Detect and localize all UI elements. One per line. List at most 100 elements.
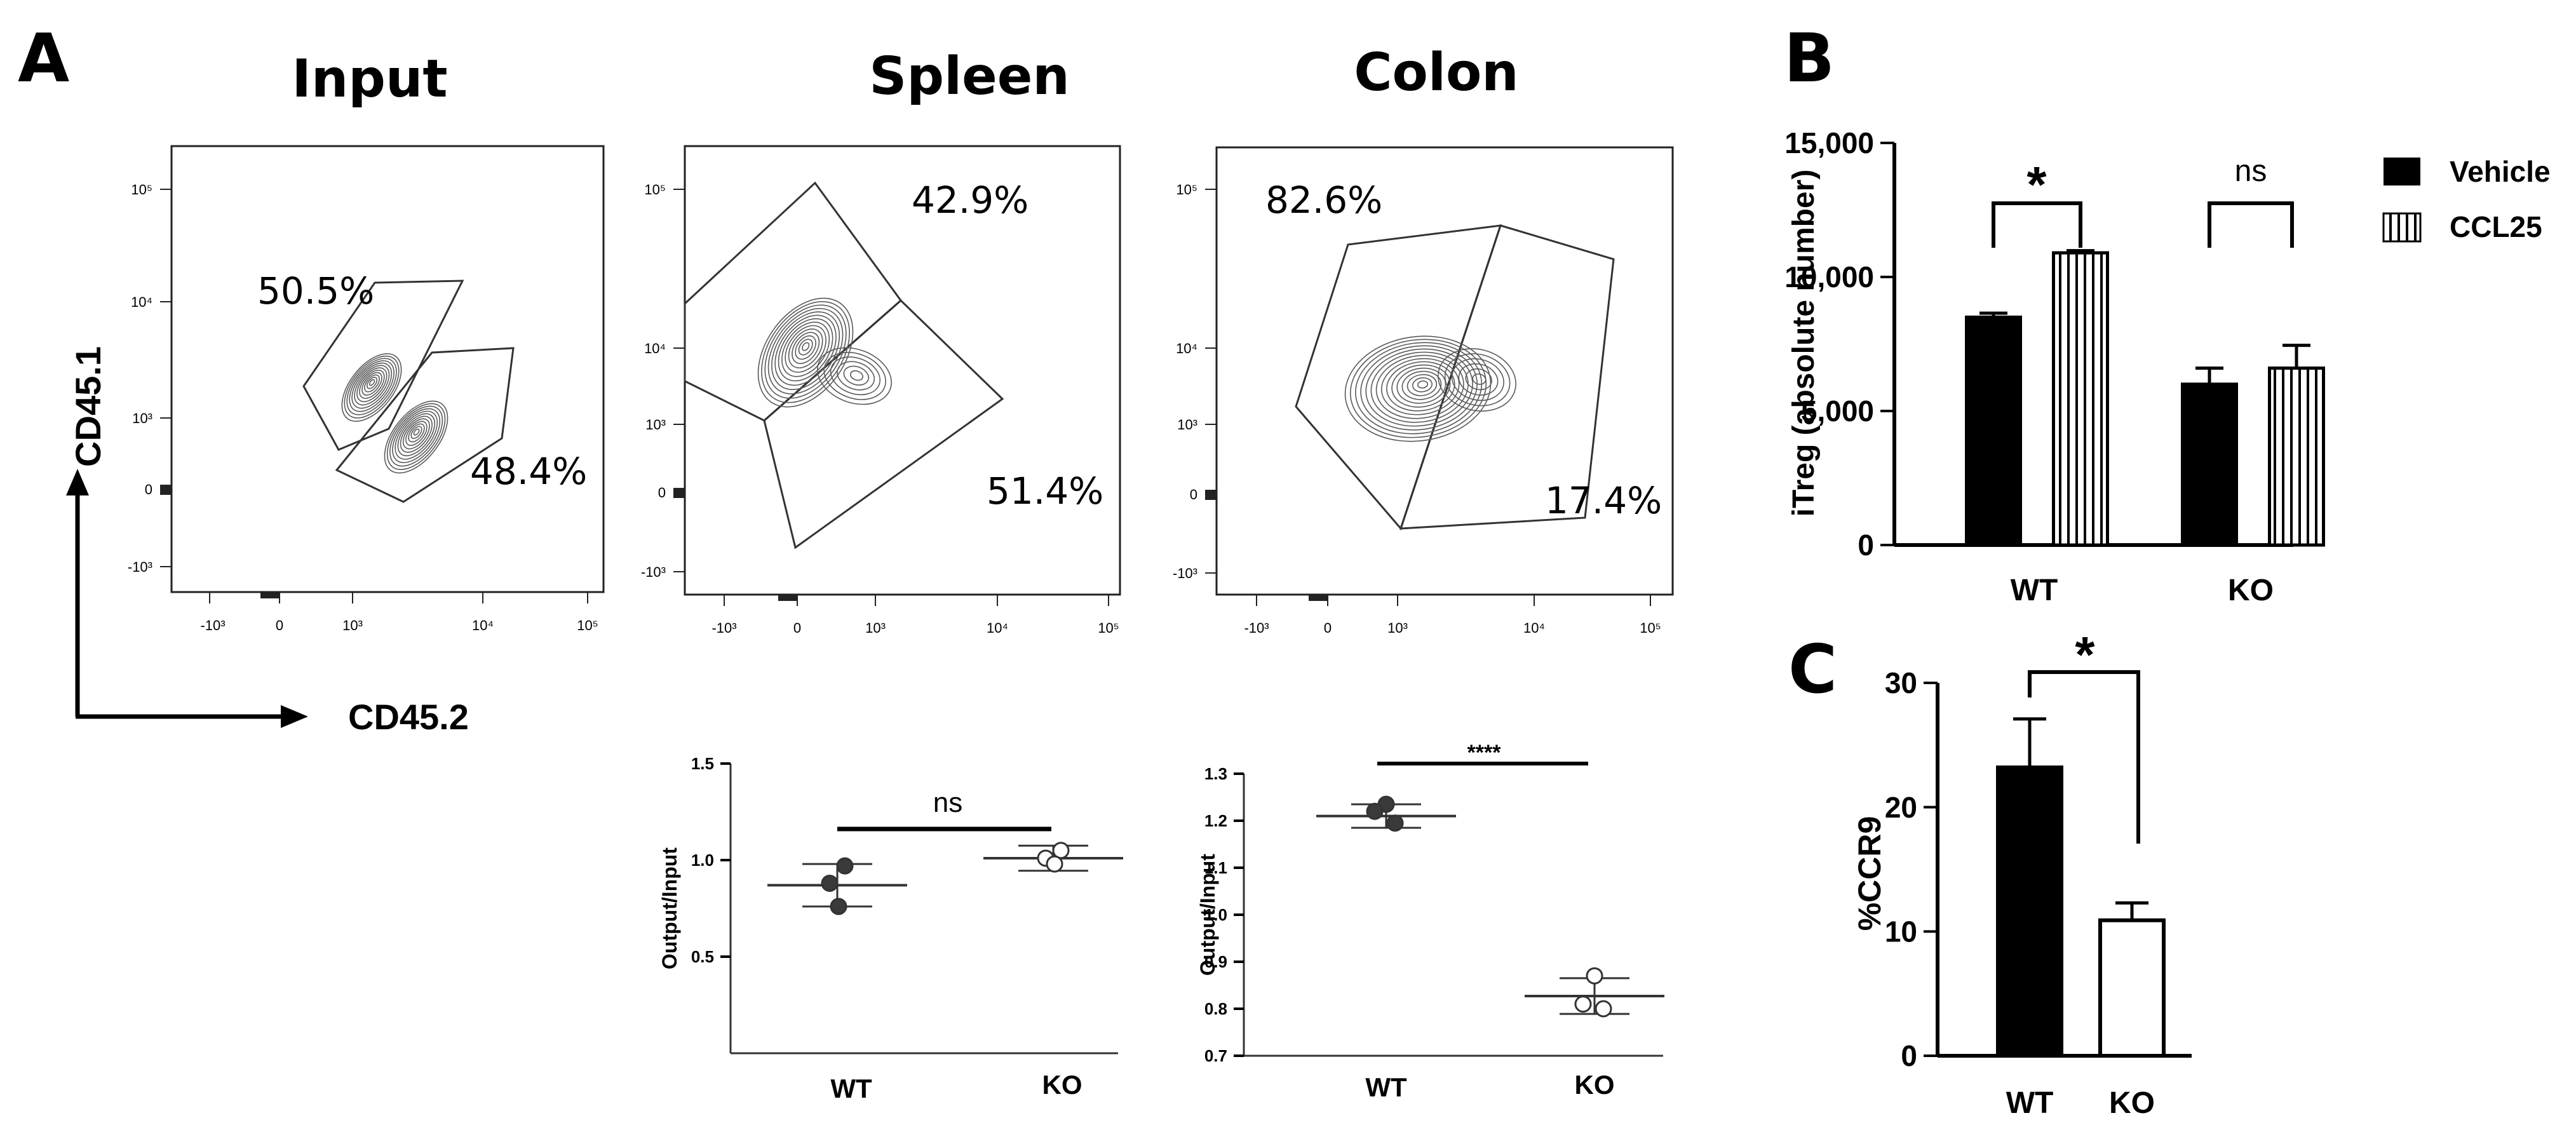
scatter-spleen-points	[767, 842, 1123, 915]
flow-axis-mark-colon	[1309, 595, 1328, 601]
y-tick-label-colon-0: 10⁵	[1176, 182, 1197, 198]
contour-ring	[397, 413, 435, 457]
contour-input-a	[341, 353, 402, 422]
contour-ring	[1417, 380, 1429, 389]
y-tick-label: 0.9	[1204, 952, 1227, 971]
flow-plot-spleen: -10³ 0 10³ 10⁴ 10⁵ 10⁵ 10⁴ 10³ 0 -10³ 42…	[641, 145, 1121, 636]
y-tick-label: 15,000	[1784, 126, 1874, 159]
ccr9-x-label-ko: KO	[2109, 1086, 2155, 1120]
flow-frame-input	[170, 145, 605, 593]
contour-input-b	[384, 400, 448, 474]
flow-title-input: Input	[292, 49, 447, 109]
contour-ring	[788, 328, 823, 368]
x-tick-label-colon-3: 10⁴	[1523, 620, 1545, 636]
gate-cd45-1-input	[302, 280, 464, 451]
contour-ring	[1412, 377, 1433, 393]
y-tick-label: 0.5	[691, 947, 714, 966]
contour-ring	[781, 321, 830, 377]
y-tick-label-input-3: 0	[145, 482, 152, 497]
x-tick-label-colon-2: 10³	[1387, 620, 1408, 636]
itreg-x-label-wt: WT	[2011, 574, 2058, 607]
contour-ring	[351, 362, 393, 409]
scatter-colon-x-label-ko: KO	[1575, 1070, 1615, 1100]
contour-ring	[354, 365, 390, 406]
gate-cd45-2-input	[335, 347, 515, 503]
itreg-sig-label-ko: ns	[2235, 154, 2267, 188]
data-point	[1386, 814, 1404, 832]
contour-ring	[405, 421, 428, 446]
itreg-sig-bracket-wt	[1992, 201, 2082, 248]
data-point	[1052, 842, 1070, 859]
contour-colon	[1344, 335, 1492, 442]
contour-ring	[771, 311, 840, 391]
y-tick-label-spleen-2: 10³	[645, 417, 666, 433]
flow-plot-input: -10³ 0 10³ 10⁴ 10⁵ 10⁵ 10⁴ 10³ 0 -10³ 50…	[128, 145, 605, 633]
axis-label-cd45-2: CD45.2	[348, 697, 469, 737]
x-tick-label-input-2: 10³	[342, 617, 363, 633]
flow-axis-mark-y-input	[160, 485, 172, 495]
contour-ring	[1360, 345, 1478, 431]
y-tick-label: 1.0	[691, 851, 714, 870]
contour-ring	[778, 318, 833, 382]
contour-ring	[774, 314, 837, 386]
y-tick-label-input-2: 10³	[132, 410, 152, 426]
y-tick-label: 20	[1885, 791, 1917, 824]
ccr9-sig-label: *	[2075, 626, 2095, 683]
y-tick-label: 1.2	[1204, 811, 1227, 830]
contour-ring	[785, 325, 826, 373]
contour-ring	[1472, 373, 1487, 385]
gate-label-spleen-1: 42.9%	[912, 179, 1028, 222]
x-tick-label-spleen-0: -10³	[711, 620, 736, 636]
contour-ring	[1438, 348, 1516, 412]
scatter-colon-y-ticks: 0.7 0.8 0.9 1.0 1.1 1.2 1.3	[1204, 764, 1244, 1065]
itreg-bars	[1965, 249, 2325, 547]
scatter-colon-x-label-wt: WT	[1365, 1072, 1407, 1102]
flow-axis-mark-y-spleen	[673, 488, 685, 498]
contour-ring	[1365, 348, 1473, 427]
contour-ring	[341, 353, 402, 422]
contour-ring	[368, 379, 375, 386]
data-point	[1586, 967, 1603, 985]
x-tick-label-input-0: -10³	[200, 617, 225, 633]
gate-label-input-2: 48.4%	[470, 450, 587, 493]
contour-ring	[817, 347, 892, 405]
contour-ring	[408, 423, 425, 443]
x-tick-label-input-4: 10⁵	[577, 617, 598, 633]
contour-ring	[366, 377, 378, 389]
y-tick-label-input-0: 10⁵	[131, 182, 152, 198]
scatter-spleen-sig-label: ns	[933, 787, 962, 818]
scatter-spleen-x-label-ko: KO	[1042, 1070, 1082, 1100]
contour-ring	[1451, 358, 1504, 401]
contour-ring	[1355, 342, 1483, 435]
flow-axis-mark-y-colon	[1205, 490, 1217, 500]
contour-ring	[346, 358, 397, 415]
contour-ring	[349, 360, 394, 412]
data-point	[1046, 855, 1063, 873]
legend-swatch-vehicle	[2384, 158, 2420, 185]
flow-frame-colon	[1215, 146, 1674, 596]
gate-label-spleen-2: 51.4%	[987, 469, 1103, 513]
data-point	[836, 857, 854, 875]
contour-ring	[1391, 364, 1451, 408]
scatter-spleen-y-ticks: 0.5 1.0 1.5	[691, 754, 731, 966]
contour-ring	[361, 372, 382, 396]
flow-title-colon: Colon	[1354, 43, 1518, 103]
y-tick-label-colon-2: 10³	[1177, 417, 1197, 433]
y-tick-label-colon-3: 0	[1190, 487, 1197, 502]
y-tick-label: 1.0	[1204, 905, 1227, 924]
contour-ring	[392, 408, 441, 464]
y-tick-label-colon-1: 10⁴	[1176, 340, 1197, 356]
contour-ring	[798, 339, 813, 356]
gate-label-input-1: 50.5%	[257, 269, 374, 313]
y-tick-label: 0	[1901, 1039, 1917, 1072]
scatter-spleen-ratio: 0.5 1.0 1.5 Output/Input WT KO ns	[658, 754, 1123, 1103]
contour-ring	[843, 365, 869, 386]
gate-cd45-2-spleen	[763, 299, 1004, 549]
flow-axis-mark-spleen	[778, 595, 797, 601]
contour-ring	[356, 367, 388, 403]
contour-ring	[1344, 335, 1492, 442]
itreg-bar-ccl25	[2052, 251, 2109, 547]
panel-letter-b: B	[1784, 20, 1835, 97]
ccr9-bar-wt	[1996, 765, 2063, 1058]
